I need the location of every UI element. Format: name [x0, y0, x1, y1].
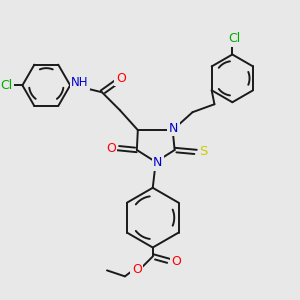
- Text: Cl: Cl: [228, 32, 241, 45]
- Text: O: O: [132, 263, 142, 276]
- Text: Cl: Cl: [0, 79, 13, 92]
- Text: O: O: [106, 142, 116, 154]
- Text: S: S: [199, 146, 208, 158]
- Text: N: N: [169, 122, 178, 135]
- Text: N: N: [153, 156, 162, 170]
- Text: O: O: [116, 72, 126, 85]
- Text: O: O: [172, 255, 182, 268]
- Text: NH: NH: [71, 76, 89, 89]
